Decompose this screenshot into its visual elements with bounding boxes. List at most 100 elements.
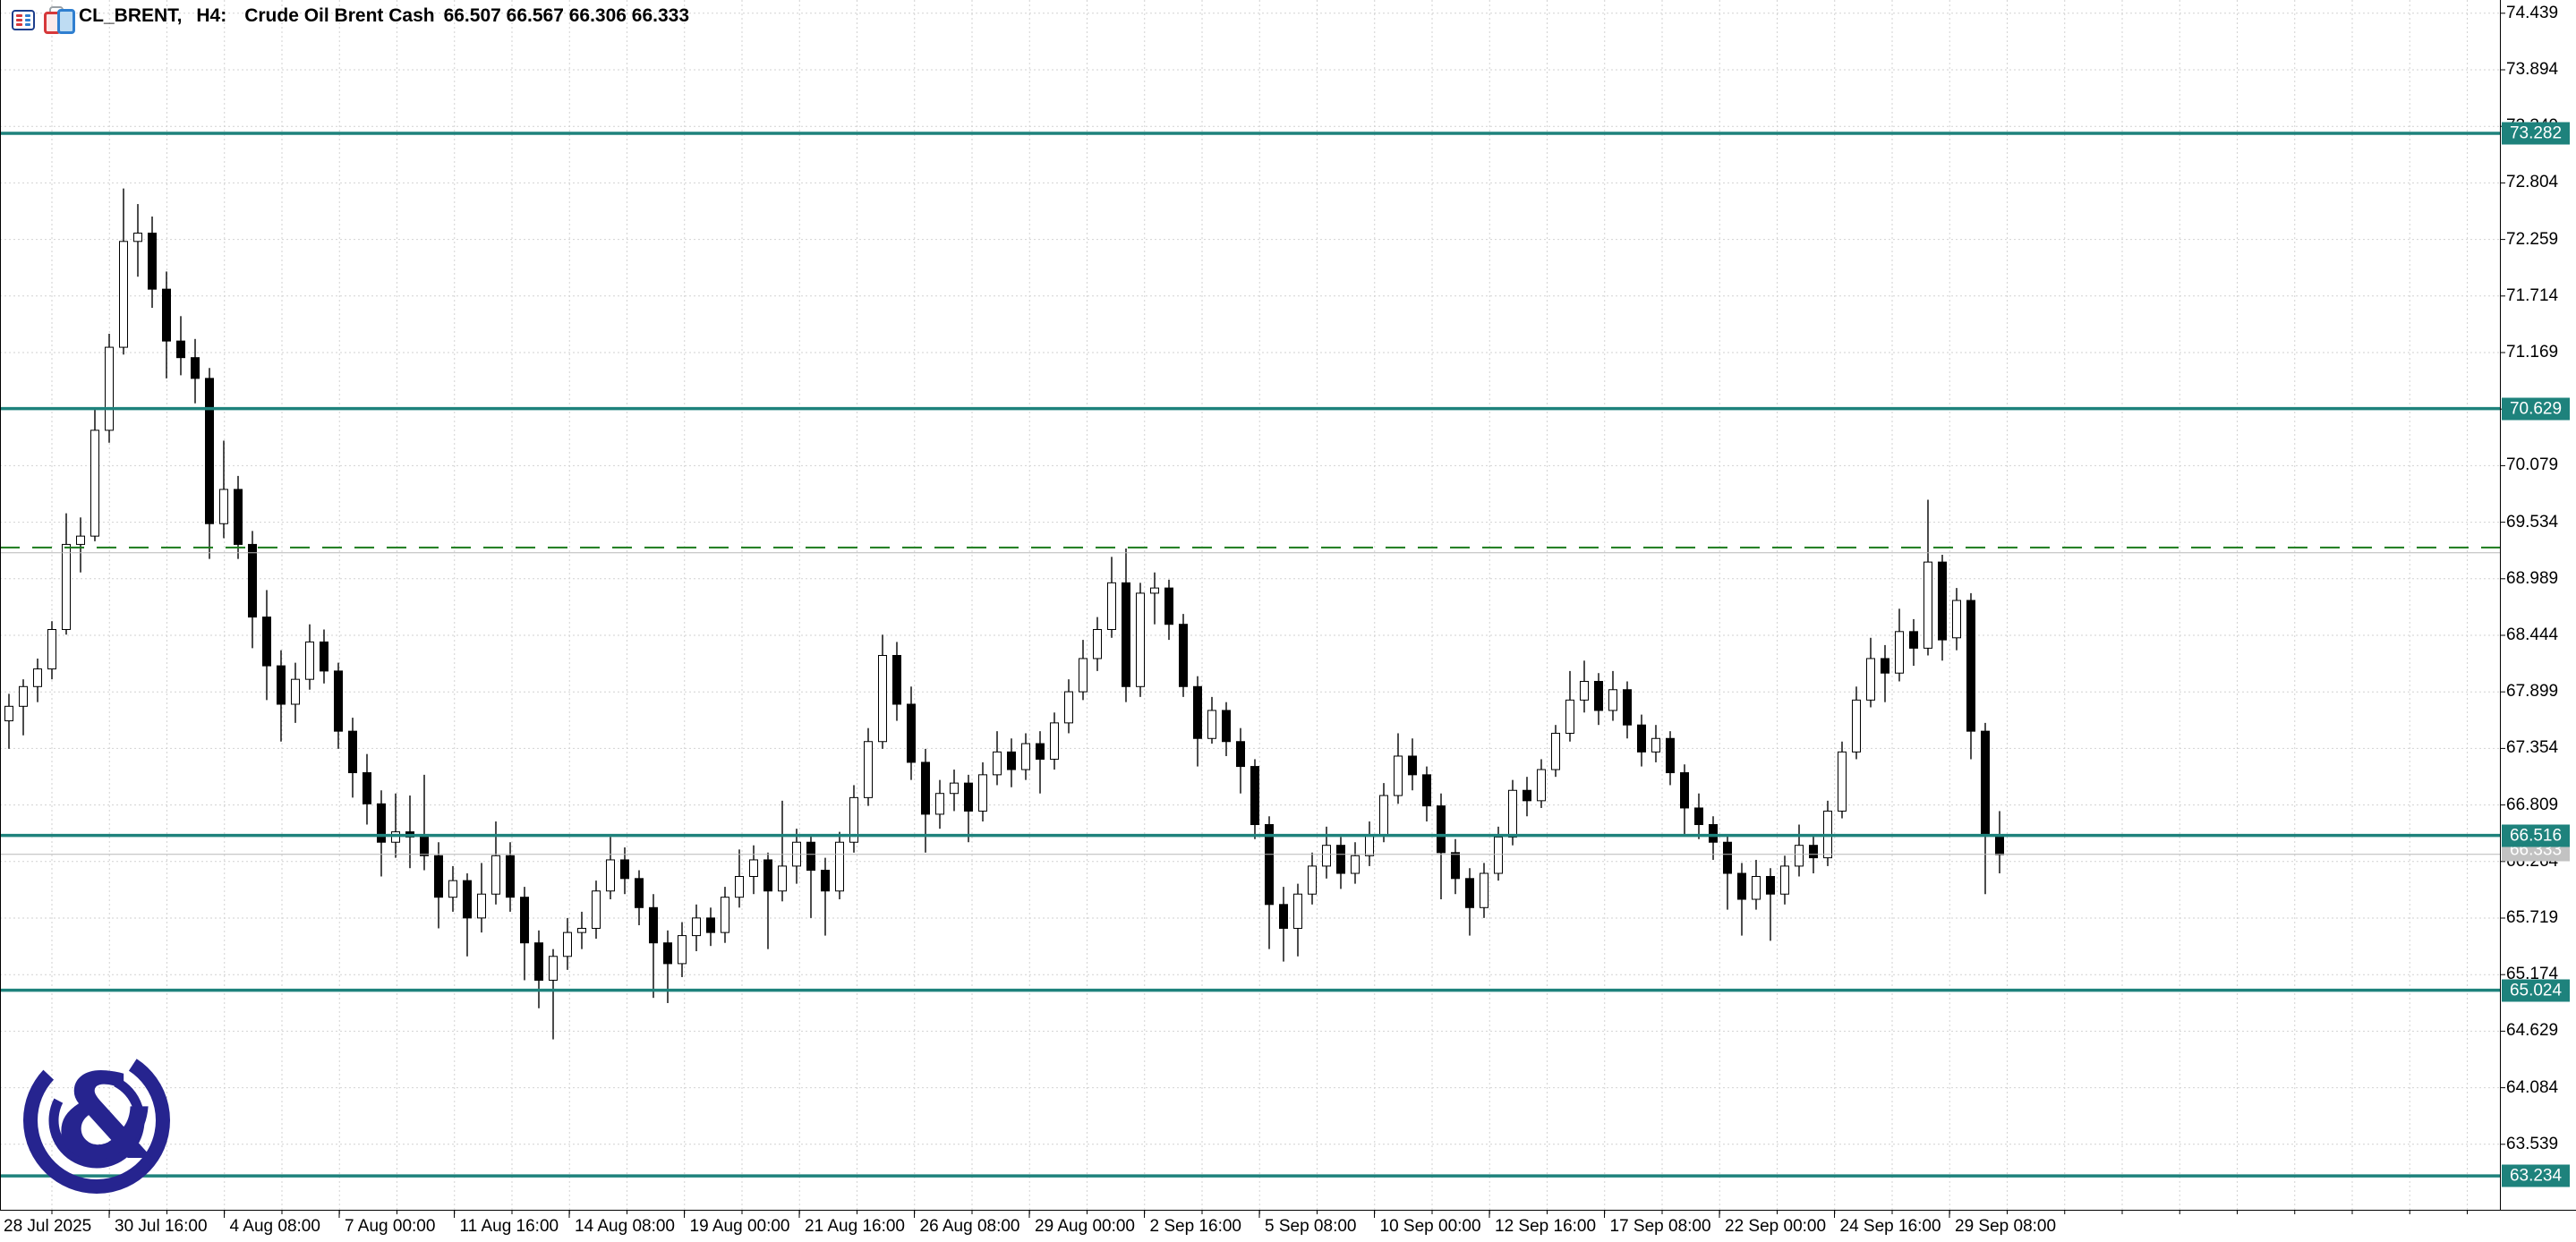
candle (1164, 579, 1173, 641)
candle (33, 658, 42, 702)
candle (47, 621, 56, 680)
level-price-badge: 63.234 (2502, 1164, 2570, 1187)
time-tick-label: 11 Aug 16:00 (459, 1217, 559, 1236)
time-tick-label: 7 Aug 00:00 (345, 1217, 436, 1236)
candle (1150, 572, 1159, 625)
candle (1293, 883, 1302, 957)
time-tick-label: 12 Sep 16:00 (1495, 1217, 1597, 1236)
candle (1752, 859, 1761, 910)
candle (864, 727, 873, 806)
candle (1351, 842, 1360, 884)
candle (1265, 816, 1274, 949)
candle (1580, 660, 1589, 713)
price-tick-label: 74.439 (2506, 3, 2559, 22)
price-tick-label: 67.354 (2506, 738, 2559, 758)
candle (176, 316, 185, 376)
candle (133, 204, 142, 277)
candle (1422, 766, 1431, 822)
candle (334, 662, 343, 749)
level-price-badge: 73.282 (2502, 122, 2570, 145)
candle (721, 887, 729, 943)
candle (1021, 733, 1030, 780)
candle (964, 774, 973, 843)
time-tick-label: 30 Jul 16:00 (115, 1217, 208, 1236)
candle (735, 849, 744, 908)
quotes-table-icon-red-rows (16, 14, 22, 26)
candle (434, 842, 443, 929)
quotes-table-icon[interactable] (12, 10, 35, 30)
candle (1523, 777, 1531, 817)
candle (907, 686, 916, 780)
candle (993, 731, 1002, 786)
candle (119, 188, 128, 355)
candle (1136, 583, 1145, 697)
candle (592, 880, 601, 940)
candle (1866, 637, 1875, 708)
price-tick-label: 69.534 (2506, 512, 2559, 532)
candle (1437, 793, 1446, 900)
chart-ohlc-quote: 66.507 66.567 66.306 66.333 (443, 5, 690, 26)
candle (821, 857, 830, 936)
candle (1694, 793, 1703, 839)
candle (1852, 686, 1861, 760)
candle (892, 642, 901, 721)
time-tick-label: 5 Sep 08:00 (1265, 1217, 1357, 1236)
candle (1565, 670, 1574, 742)
candle (4, 693, 13, 749)
price-tick-label: 64.629 (2506, 1021, 2559, 1041)
candle (534, 930, 543, 1008)
price-tick-label: 66.809 (2506, 795, 2559, 814)
candle (377, 790, 386, 877)
candle (420, 774, 429, 871)
quotes-table-icon-blue-rows (24, 14, 30, 26)
time-tick-label: 19 Aug 00:00 (689, 1217, 790, 1236)
chart-objects-icon-blue-candle (57, 9, 75, 34)
candle (1079, 640, 1088, 701)
candle (1981, 722, 1990, 895)
candle (391, 793, 400, 858)
candle (1064, 679, 1073, 734)
candle (1909, 618, 1918, 667)
chart-objects-icon[interactable] (44, 6, 75, 34)
candle (305, 624, 314, 690)
candle (577, 911, 586, 949)
price-tick-label: 71.169 (2506, 342, 2559, 362)
candle (635, 870, 644, 925)
candle (1480, 863, 1488, 918)
candle (678, 922, 687, 977)
candle (320, 629, 328, 684)
candle (1207, 696, 1216, 744)
candle (778, 800, 787, 902)
price-tick-label: 67.899 (2506, 682, 2559, 702)
candle (763, 852, 772, 949)
time-tick-label: 29 Sep 08:00 (1955, 1217, 2057, 1236)
candle (405, 795, 414, 869)
candle (1823, 800, 1832, 866)
candle (162, 271, 171, 379)
candle (1966, 592, 1975, 760)
candle (1766, 868, 1775, 941)
candle (19, 679, 28, 736)
candle (291, 662, 300, 723)
candle (706, 907, 715, 947)
candle (1651, 725, 1660, 762)
candle (105, 334, 114, 443)
candle (1279, 887, 1288, 962)
candle (1537, 759, 1546, 808)
candle (835, 831, 844, 900)
candle (921, 748, 930, 853)
candle (1594, 673, 1603, 726)
candle (1737, 863, 1746, 936)
price-tick-label: 63.539 (2506, 1134, 2559, 1153)
candle (1895, 608, 1904, 682)
candle (1365, 821, 1374, 866)
candle (1938, 555, 1947, 661)
candle (1179, 614, 1188, 697)
time-tick-label: 28 Jul 2025 (4, 1217, 92, 1236)
price-tick-label: 73.894 (2506, 60, 2559, 79)
candle (1995, 811, 2004, 874)
time-tick-label: 21 Aug 16:00 (805, 1217, 905, 1236)
candle (348, 718, 357, 798)
